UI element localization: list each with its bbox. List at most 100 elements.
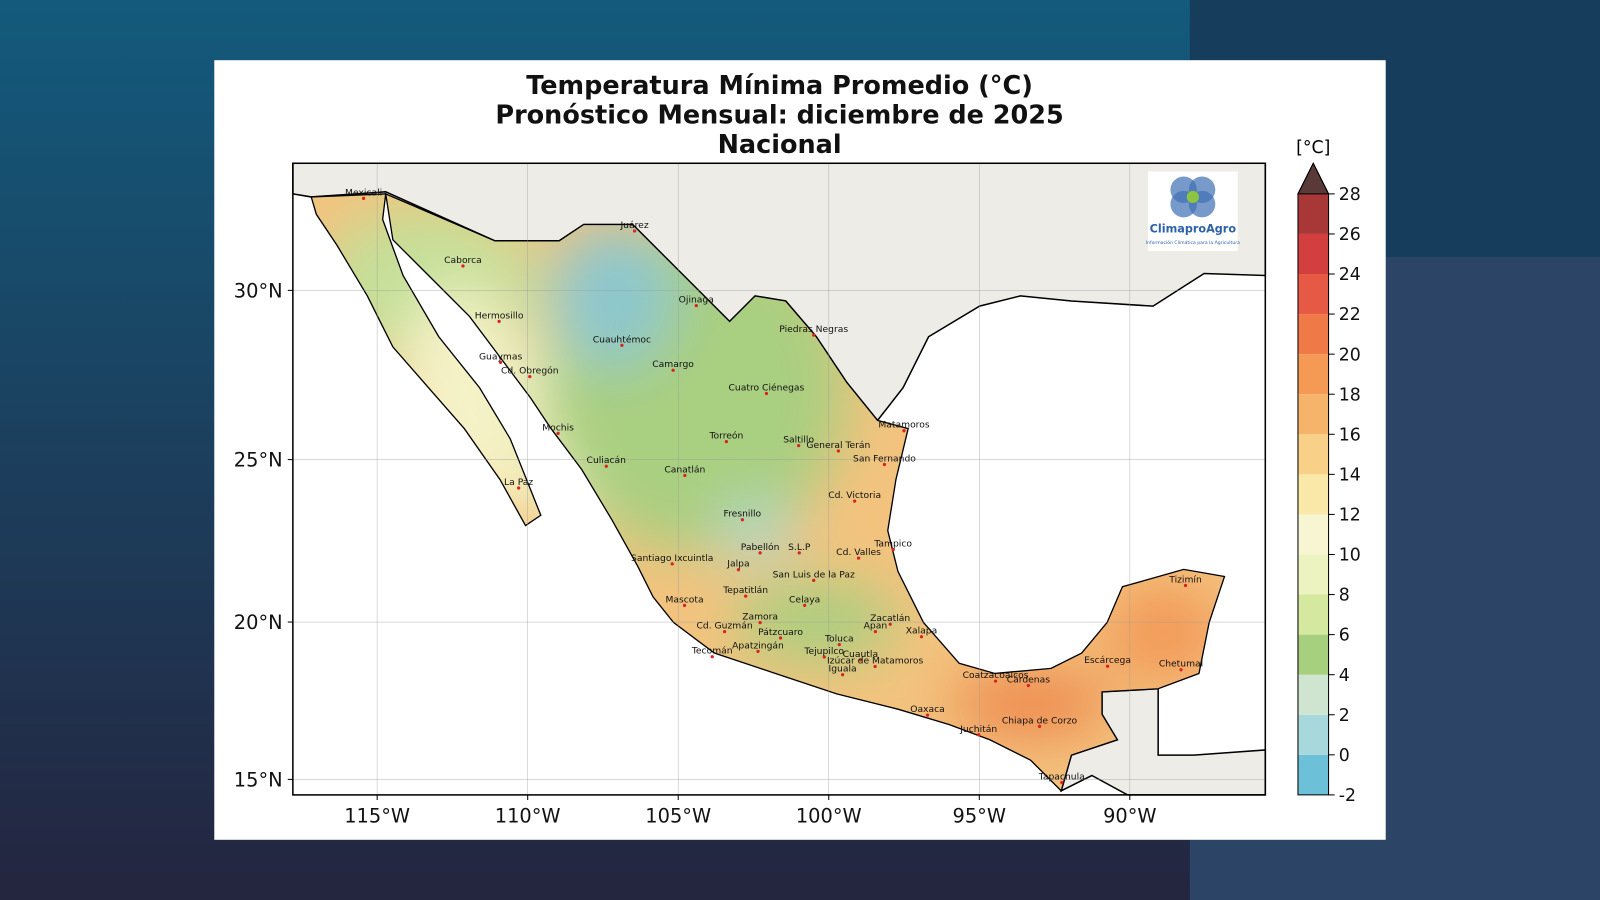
city-marker <box>671 368 675 372</box>
city-marker <box>758 551 762 555</box>
colorbar-band <box>1297 714 1329 755</box>
city-marker <box>632 229 637 233</box>
city-marker <box>604 464 608 468</box>
city-label: Tepatitlán <box>722 585 768 596</box>
colorbar-tick-label: 14 <box>1339 465 1361 485</box>
city-label: Caborca <box>444 255 482 266</box>
colorbar-band <box>1297 233 1329 275</box>
city-marker <box>1037 724 1042 728</box>
city-label: Oaxaca <box>910 704 945 715</box>
city-label: Cuatro Ciénegas <box>729 382 805 393</box>
city-label: Fresnillo <box>724 509 762 520</box>
city-label: Apan <box>864 621 888 632</box>
title: Temperatura Mínima Promedio (°C) <box>526 71 1033 101</box>
city-marker <box>925 713 930 717</box>
city-label: Tizimín <box>1168 574 1202 585</box>
city-label: Toluca <box>824 634 854 645</box>
colorbar-band <box>1297 554 1329 595</box>
colorbar-band <box>1297 314 1329 355</box>
city-marker <box>744 594 748 598</box>
city-label: Chetumal <box>1159 659 1203 670</box>
graticule: 115°W 110°W 105°W 100°W 95°W 90°W 15°N 20°N 25°N… <box>234 163 1266 827</box>
map-frame <box>292 162 1267 796</box>
city-label: Cuautla <box>843 649 878 660</box>
city-marker <box>856 556 861 560</box>
city-marker <box>778 636 783 640</box>
colorbar-tick-label: 8 <box>1339 586 1350 606</box>
city-marker <box>873 664 877 669</box>
city-marker <box>764 391 769 396</box>
city-marker <box>873 629 878 634</box>
colorbar-tick-label: -2 <box>1339 786 1356 806</box>
colorbar-tick-label: 12 <box>1339 506 1361 526</box>
city-label: Izúcar de Matamoros <box>827 655 924 666</box>
city-marker <box>1179 668 1183 672</box>
colorbar-band <box>1297 434 1329 475</box>
city-marker <box>836 449 841 453</box>
city-label: Jalpa <box>726 559 749 570</box>
city-marker <box>902 429 906 433</box>
city-label: Camargo <box>652 359 694 370</box>
colorbar-unit: [°C] <box>1296 138 1330 158</box>
city-label: Piedras Negras <box>779 324 848 335</box>
city-label: Xalapa <box>906 626 938 637</box>
city-label: S.L.P <box>788 542 811 553</box>
city-label: Cd. Valles <box>836 547 881 558</box>
y-tick-label: 30°N <box>234 280 283 303</box>
city-label: Pabellón <box>741 542 780 553</box>
city-label: Tampico <box>873 539 912 550</box>
city-marker <box>882 462 887 467</box>
colorbar-band <box>1297 634 1329 675</box>
city-label: Escárcega <box>1084 655 1131 666</box>
city-label: Cd. Guzmán <box>697 621 753 632</box>
city-marker <box>1026 683 1030 688</box>
city-label: Cd. Obregón <box>501 366 559 377</box>
colorbar-band <box>1297 754 1329 795</box>
city-marker <box>694 303 698 308</box>
city-label: Mascota <box>665 594 703 605</box>
city-marker <box>891 548 895 552</box>
city-label: Ojinaga <box>679 295 714 306</box>
city-marker <box>620 343 624 348</box>
city-label: La Paz <box>504 477 533 488</box>
city-label: San Fernando <box>853 453 916 464</box>
city-marker <box>724 440 729 444</box>
colorbar-tick-label: 2 <box>1339 706 1350 726</box>
city-marker <box>977 733 981 737</box>
city-marker <box>670 562 674 566</box>
city-label: Tecomán <box>691 646 733 657</box>
colorbar-band <box>1297 274 1329 315</box>
city-label: Guaymas <box>479 351 523 362</box>
city-marker <box>722 629 727 634</box>
city-marker <box>682 603 687 608</box>
city-marker <box>710 655 714 659</box>
city-marker <box>758 621 762 625</box>
city-marker <box>853 499 857 503</box>
city-label: Cuauhtémoc <box>593 334 651 345</box>
city-marker <box>497 319 501 324</box>
x-tick-label: 100°W <box>796 804 862 827</box>
y-tick-label: 15°N <box>234 769 283 792</box>
x-tick-label: 115°W <box>344 804 410 827</box>
city-marker <box>736 568 741 572</box>
colorbar-tick-label: 6 <box>1339 626 1350 646</box>
logo-tagline: Información Climática para la Agricultur… <box>1146 239 1240 246</box>
city-label: Cd. Victoria <box>828 490 881 501</box>
logo-name: ClimaproAgro <box>1150 223 1237 236</box>
x-tick-label: 110°W <box>495 804 561 827</box>
city-label: Torreón <box>708 431 743 442</box>
colorbar-band <box>1297 514 1329 555</box>
city-label: Zacatlán <box>870 613 910 624</box>
city-marker <box>683 473 687 478</box>
city-marker <box>740 518 744 522</box>
city-marker <box>803 603 807 608</box>
city-label: Juárez <box>619 220 648 231</box>
city-marker <box>812 333 816 337</box>
city-label: Mexicali <box>345 187 382 198</box>
logo-center <box>1186 190 1199 204</box>
logo: ClimaproAgro Información Climática para … <box>1146 171 1240 252</box>
city-label: Saltillo <box>783 435 814 446</box>
